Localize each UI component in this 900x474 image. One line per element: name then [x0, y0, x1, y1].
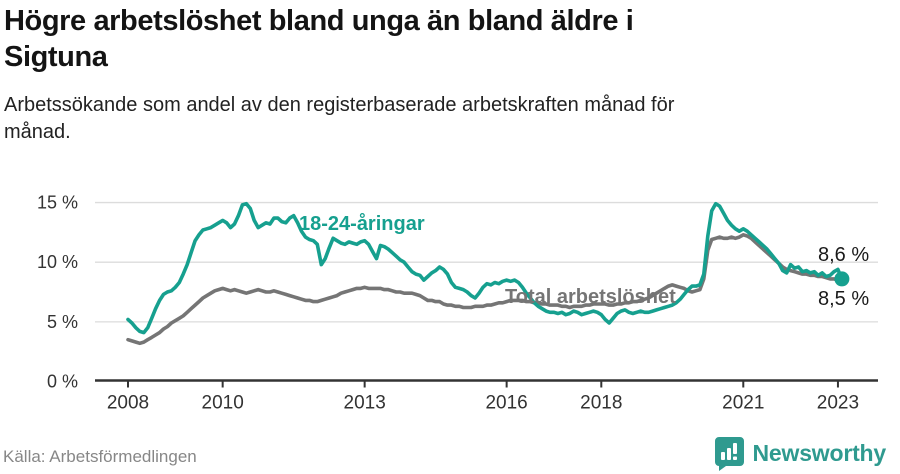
newsworthy-logo: Newsworthy [714, 434, 886, 472]
x-axis-label: 2016 [485, 393, 527, 414]
brand-name: Newsworthy [752, 439, 887, 466]
series-line-young [126, 201, 844, 335]
x-axis-label: 2023 [817, 393, 859, 414]
x-axis-label: 2018 [580, 393, 622, 414]
end-point-dot [834, 271, 850, 287]
x-axis-label: 2013 [344, 393, 386, 414]
x-axis-label: 2010 [202, 393, 244, 414]
chart-subtitle: Arbetssökande som andel av den registerb… [4, 94, 675, 144]
y-axis-label: 5 % [47, 312, 78, 332]
x-axis-label: 2021 [722, 393, 764, 414]
newsworthy-chart-bubble-icon [714, 437, 744, 471]
end-value-young: 8,6 % [818, 244, 870, 266]
x-axis-label: 2008 [107, 393, 149, 414]
y-axis-label: 15 % [37, 193, 78, 213]
end-value-total: 8,5 % [818, 288, 870, 310]
page-title: Högre arbetslöshet bland unga än bland ä… [4, 5, 634, 73]
source-text: Källa: Arbetsförmedlingen [3, 447, 197, 466]
series-label-young: 18-24-åringar [299, 213, 425, 235]
series-label-total: Total arbetslöshet [505, 286, 676, 308]
series-line-total [126, 233, 844, 346]
y-axis-label: 10 % [37, 252, 78, 272]
y-axis-label: 0 % [47, 372, 78, 392]
